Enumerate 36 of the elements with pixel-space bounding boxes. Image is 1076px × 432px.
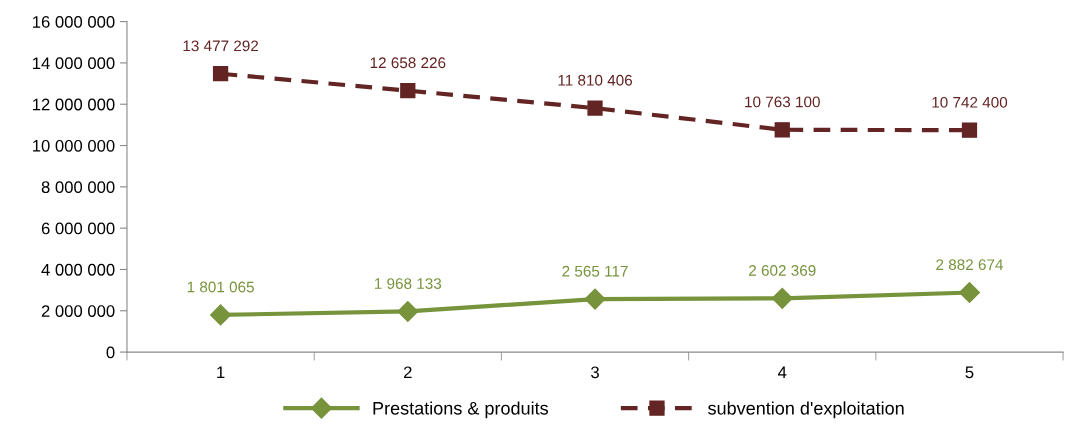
y-tick-label: 8 000 000 xyxy=(41,181,115,194)
data-label: 12 658 226 xyxy=(370,57,446,69)
y-tick-label: 10 000 000 xyxy=(33,139,115,152)
data-label: 10 742 400 xyxy=(932,96,1008,108)
y-tick-label: 14 000 000 xyxy=(33,57,115,70)
y-tick-label: 4 000 000 xyxy=(41,263,115,276)
point xyxy=(400,82,416,99)
point xyxy=(397,300,419,322)
x-tick-label: 1 xyxy=(217,366,225,379)
x-tick-label: 5 xyxy=(965,366,974,379)
y-tick-label: 12 000 000 xyxy=(33,98,115,111)
y-tick-label: 0 xyxy=(106,346,115,359)
legend-label: subvention d'exploitation xyxy=(708,401,904,419)
data-label: 1 968 133 xyxy=(374,278,442,289)
legend-label: Prestations & produits xyxy=(373,401,548,419)
data-label: 2 565 117 xyxy=(562,265,628,277)
point xyxy=(584,288,606,310)
data-label: 10 763 100 xyxy=(745,96,820,108)
data-label: 2 882 674 xyxy=(936,259,1004,271)
point xyxy=(212,66,229,82)
data-label: 11 810 406 xyxy=(558,74,633,86)
data-label: 2 602 369 xyxy=(749,265,816,276)
x-tick-label: 3 xyxy=(591,366,599,379)
point xyxy=(958,282,980,304)
y-tick-label: 2 000 000 xyxy=(41,305,115,317)
x-tick-label: 4 xyxy=(778,366,787,379)
y-tick-label: 6 000 000 xyxy=(41,222,115,235)
point xyxy=(587,100,603,116)
data-label: 1 801 065 xyxy=(187,281,254,293)
y-tick-label: 16 000 000 xyxy=(33,16,115,28)
data-label: 13 477 292 xyxy=(183,40,259,52)
point xyxy=(774,122,790,138)
x-tick-label: 2 xyxy=(404,366,412,379)
point xyxy=(961,122,978,138)
point xyxy=(771,287,793,309)
point xyxy=(210,304,232,326)
